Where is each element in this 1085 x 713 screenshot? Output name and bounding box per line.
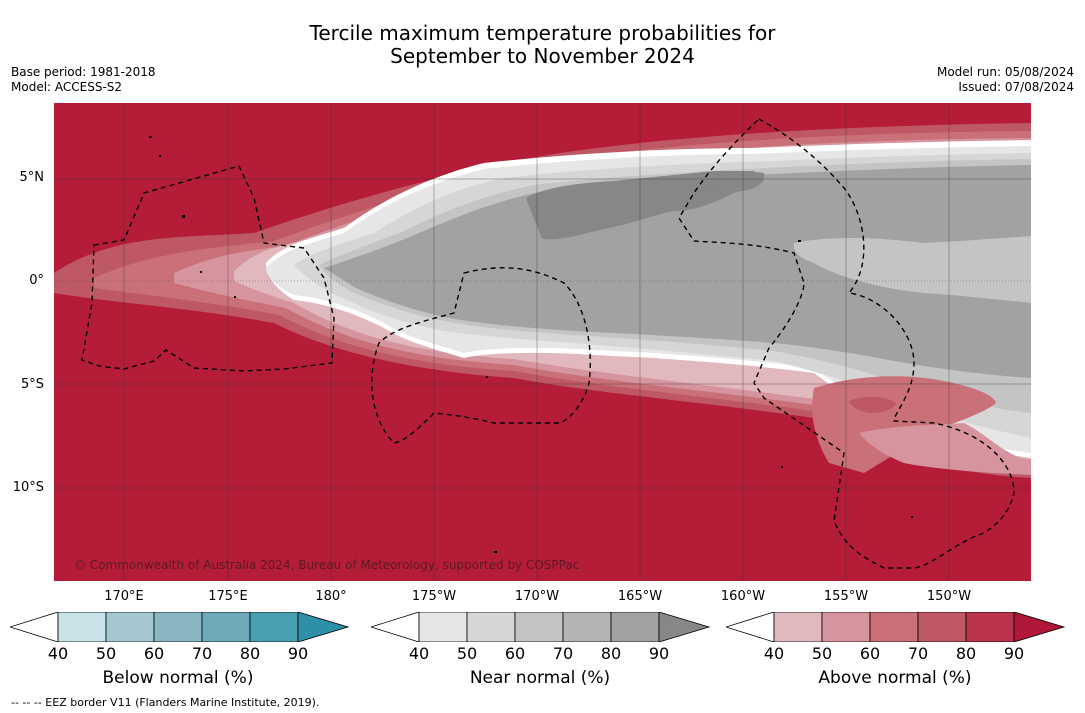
near-tick: 70 bbox=[552, 644, 574, 663]
colorbar-near-upper-arrow bbox=[658, 612, 711, 642]
near-normal-label: Near normal (%) bbox=[469, 668, 611, 688]
colorbar-segment bbox=[869, 612, 919, 642]
near-normal-80-patch-east bbox=[705, 171, 765, 191]
colorbar-segment bbox=[153, 612, 203, 642]
near-tick: 40 bbox=[408, 644, 430, 663]
colorbar-segment bbox=[965, 612, 1015, 642]
model-run: Model run: 05/08/2024 bbox=[936, 65, 1074, 79]
colorbar-segment bbox=[105, 612, 155, 642]
lon-label-170w: 170°W bbox=[514, 589, 560, 604]
probability-map bbox=[54, 103, 1031, 581]
lat-label-5n: 5°N bbox=[19, 170, 45, 185]
above-tick: 40 bbox=[763, 644, 785, 663]
lon-label-175e: 175°E bbox=[208, 589, 248, 604]
colorbar-near-segments bbox=[418, 612, 660, 642]
base-period: Base period: 1981-2018 bbox=[11, 65, 156, 79]
above-normal-lower-band bbox=[859, 423, 1031, 475]
lon-label-150w: 150°W bbox=[926, 589, 972, 604]
title-line-1: Tercile maximum temperature probabilitie… bbox=[309, 21, 776, 45]
title-line-2: September to November 2024 bbox=[390, 44, 695, 68]
colorbar-segment bbox=[773, 612, 823, 642]
colorbar-segment bbox=[917, 612, 967, 642]
colorbar-above-lower-arrow bbox=[726, 612, 775, 642]
colorbar-segment bbox=[418, 612, 468, 642]
model-name: Model: ACCESS-S2 bbox=[11, 80, 123, 94]
above-tick: 80 bbox=[955, 644, 977, 663]
colorbar-below-normal bbox=[10, 612, 350, 642]
above-tick: 90 bbox=[1003, 644, 1025, 663]
eez-borders bbox=[81, 118, 1015, 569]
near-tick: 60 bbox=[504, 644, 526, 663]
colorbar-near-lower-arrow bbox=[371, 612, 420, 642]
lon-label-155w: 155°W bbox=[823, 589, 869, 604]
eez-phoenix bbox=[371, 267, 591, 444]
issued-date: Issued: 07/08/2024 bbox=[958, 80, 1074, 94]
lon-label-180: 180° bbox=[315, 589, 347, 604]
above-tick: 70 bbox=[907, 644, 929, 663]
below-tick: 90 bbox=[287, 644, 309, 663]
lat-label-5s: 5°S bbox=[20, 377, 44, 392]
meta-right: Model run: 05/08/2024 Issued: 07/08/2024 bbox=[937, 65, 1074, 95]
colorbar-below-lower-arrow bbox=[10, 612, 59, 642]
colorbar-segment bbox=[562, 612, 612, 642]
colorbar-above-segments bbox=[773, 612, 1015, 642]
colorbar-near-normal bbox=[371, 612, 711, 642]
colorbar-below-upper-arrow bbox=[297, 612, 350, 642]
below-normal-label: Below normal (%) bbox=[102, 668, 254, 688]
colorbar-segment bbox=[514, 612, 564, 642]
near-tick: 90 bbox=[648, 644, 670, 663]
below-tick: 70 bbox=[191, 644, 213, 663]
eez-line-islands bbox=[678, 118, 1015, 569]
above-tick: 60 bbox=[859, 644, 881, 663]
island-specks bbox=[149, 136, 913, 553]
colorbar-segment bbox=[821, 612, 871, 642]
above-normal-label: Above normal (%) bbox=[818, 668, 972, 688]
below-tick: 80 bbox=[239, 644, 261, 663]
lon-label-165w: 165°W bbox=[617, 589, 663, 604]
map-title: Tercile maximum temperature probabilitie… bbox=[0, 22, 1085, 68]
near-normal-80-patch bbox=[526, 171, 758, 240]
above-normal-southeast-core bbox=[849, 396, 896, 413]
meta-left: Base period: 1981-2018 Model: ACCESS-S2 bbox=[11, 65, 156, 95]
lat-label-10s: 10°S bbox=[12, 480, 44, 495]
colorbar-segment bbox=[610, 612, 660, 642]
colorbar-segment bbox=[201, 612, 251, 642]
below-tick: 60 bbox=[143, 644, 165, 663]
near-tick: 80 bbox=[600, 644, 622, 663]
near-tick: 50 bbox=[456, 644, 478, 663]
lon-label-170e: 170°E bbox=[104, 589, 144, 604]
colorbar-segment bbox=[57, 612, 107, 642]
above-tick: 50 bbox=[811, 644, 833, 663]
lon-label-175w: 175°W bbox=[411, 589, 457, 604]
colorbar-segment bbox=[466, 612, 516, 642]
lat-label-0: 0° bbox=[29, 273, 44, 288]
near-normal-lighter-east bbox=[793, 236, 1031, 303]
graticule bbox=[54, 103, 1031, 581]
colorbar-above-upper-arrow bbox=[1013, 612, 1066, 642]
colorbar-above-normal bbox=[726, 612, 1066, 642]
copyright-notice: © Commonwealth of Australia 2024, Bureau… bbox=[74, 558, 580, 572]
colorbar-segment bbox=[249, 612, 299, 642]
lon-label-160w: 160°W bbox=[720, 589, 766, 604]
below-tick: 40 bbox=[47, 644, 69, 663]
below-tick: 50 bbox=[95, 644, 117, 663]
eez-footnote: -- -- -- EEZ border V11 (Flanders Marine… bbox=[11, 696, 320, 709]
near-normal-70 bbox=[324, 165, 1031, 378]
colorbar-below-segments bbox=[57, 612, 299, 642]
